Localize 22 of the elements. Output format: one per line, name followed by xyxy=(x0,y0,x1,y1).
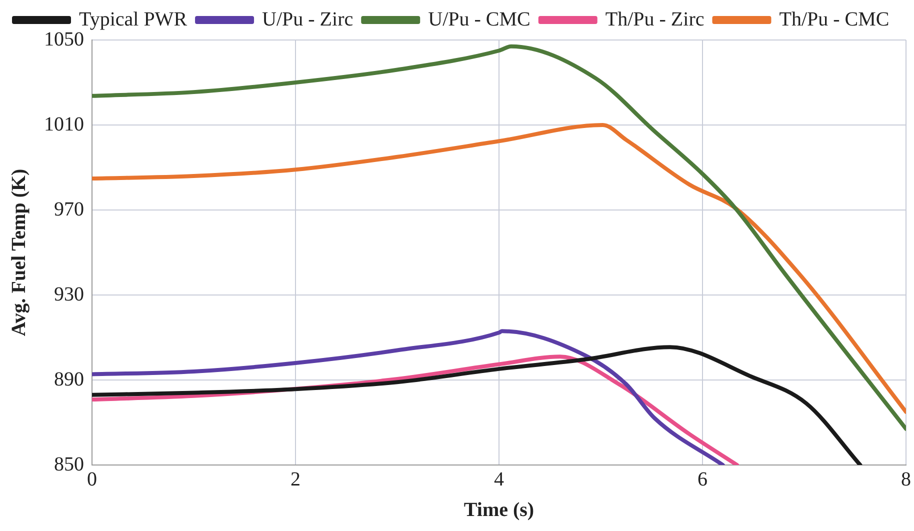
x-axis-title: Time (s) xyxy=(464,499,534,522)
line-series xyxy=(92,345,862,465)
x-tick-label: 0 xyxy=(87,468,97,490)
y-tick-label: 970 xyxy=(54,198,84,220)
y-tick-label: 1010 xyxy=(44,113,84,136)
y-tick-label: 1050 xyxy=(44,28,84,50)
x-tick-label: 6 xyxy=(698,468,708,490)
x-tick-label: 2 xyxy=(290,468,300,490)
legend-label: U/Pu - Zirc xyxy=(262,8,354,30)
legend-label: Th/Pu - CMC xyxy=(779,8,890,30)
legend-label: U/Pu - CMC xyxy=(428,8,530,30)
line-series xyxy=(92,329,725,465)
x-tick-label: 8 xyxy=(901,468,911,490)
y-axis-title: Avg. Fuel Temp (K) xyxy=(8,168,30,336)
y-tick-label: 930 xyxy=(54,283,84,306)
y-tick-label: 850 xyxy=(54,453,84,476)
line-series xyxy=(92,123,906,414)
legend-label: Typical PWR xyxy=(79,8,188,30)
x-tick-label: 4 xyxy=(494,468,504,490)
legend-label: Th/Pu - Zirc xyxy=(605,8,704,30)
line-series xyxy=(92,44,906,431)
y-tick-label: 890 xyxy=(54,368,84,390)
